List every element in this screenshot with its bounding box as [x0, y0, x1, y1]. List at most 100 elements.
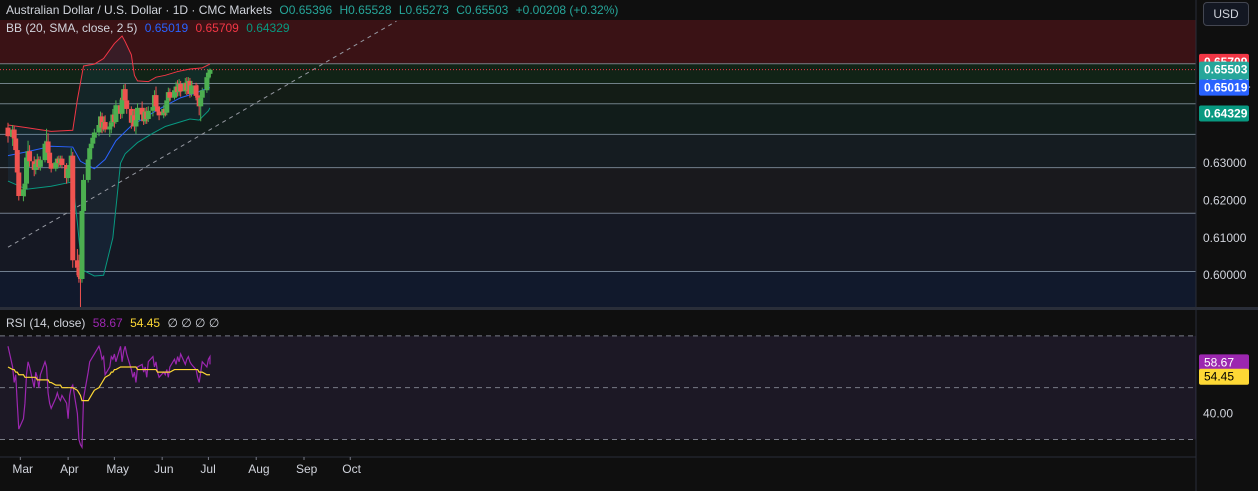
bb-label: BB (20, SMA, close, 2.5) — [6, 21, 138, 35]
bb-lower-value: 0.64329 — [246, 21, 290, 35]
price-zone — [0, 63, 1196, 84]
time-tick-label: May — [106, 462, 129, 476]
rsi-extras: ∅ ∅ ∅ ∅ — [167, 316, 220, 330]
candle-body — [207, 69, 213, 74]
candle-body — [96, 125, 102, 133]
candle-body — [195, 95, 201, 98]
bb-basis-line — [7, 87, 211, 170]
price-tick-label: 0.62000 — [1203, 193, 1247, 207]
rsi-ma-line — [7, 366, 210, 402]
candle-body — [65, 168, 71, 179]
rsi-value: 58.67 — [92, 316, 123, 330]
price-label-box — [1199, 79, 1249, 96]
bb-upper-line — [7, 35, 211, 132]
candle-body — [119, 99, 125, 114]
bb-band-fill — [8, 36, 210, 276]
rsi-value-label-box — [1199, 354, 1249, 371]
candle-body — [107, 126, 113, 130]
candle-body — [74, 260, 80, 268]
candle-body — [167, 92, 173, 98]
candle-body — [193, 85, 199, 96]
rsi-legend[interactable]: RSI (14, close) 58.67 54.45 ∅ ∅ ∅ ∅ — [6, 316, 223, 330]
candle-body — [70, 155, 76, 261]
candle-body — [11, 129, 17, 139]
price-label-text: 0.65019 — [1204, 81, 1248, 95]
candle-body — [178, 83, 184, 92]
candle-body — [91, 132, 97, 138]
price-label-text: 0.64329 — [1204, 106, 1248, 120]
candle-body — [42, 143, 48, 161]
candle-body — [81, 179, 87, 211]
rsi-tick-label: 40.00 — [1203, 407, 1233, 421]
symbol-title[interactable]: Australian Dollar / U.S. Dollar · 1D · C… — [6, 3, 273, 17]
rsi-label: RSI (14, close) — [6, 316, 86, 330]
time-tick-label: Mar — [12, 462, 33, 476]
candle-body — [113, 105, 119, 123]
candle-body — [53, 162, 59, 169]
price-zone — [0, 83, 1196, 104]
candle-body — [150, 107, 156, 111]
currency-button[interactable]: USD — [1203, 2, 1249, 26]
candle-body — [24, 157, 30, 184]
candle-body — [14, 150, 20, 173]
time-tick-label: Sep — [296, 462, 318, 476]
candle-body — [22, 183, 28, 190]
price-zone — [0, 20, 1196, 64]
price-label-text: 0.65503 — [1204, 63, 1248, 77]
price-tick-label: 0.60000 — [1203, 268, 1247, 282]
open-value: O0.65396 — [279, 3, 333, 17]
candle-body — [156, 111, 162, 116]
price-tick-label: 0.61000 — [1203, 231, 1247, 245]
candle-body — [37, 160, 43, 167]
price-zone — [0, 134, 1196, 168]
rsi-ma-value: 54.45 — [130, 316, 161, 330]
time-tick-label: Jun — [154, 462, 173, 476]
symbol-header: Australian Dollar / U.S. Dollar · 1D · C… — [6, 3, 622, 17]
rsi-line — [7, 344, 211, 450]
candle-body — [48, 163, 54, 169]
rsi-value-label-box — [1199, 368, 1249, 385]
candle-body — [47, 152, 53, 164]
candle-body — [199, 90, 205, 98]
candle-body — [76, 267, 82, 276]
candle-body — [133, 120, 139, 127]
candle-body — [45, 141, 51, 153]
candle-body — [88, 143, 94, 149]
candle-body — [85, 159, 91, 180]
time-tick-label: Aug — [248, 462, 269, 476]
candle-body — [122, 89, 128, 101]
candle-body — [135, 107, 141, 121]
candle-body — [27, 151, 33, 162]
price-tick-label: 0.63000 — [1203, 156, 1247, 170]
high-value: H0.65528 — [339, 3, 392, 17]
price-zone — [0, 271, 1196, 307]
change-value: +0.00208 (+0.32%) — [515, 3, 619, 17]
candle-body — [79, 210, 85, 279]
candle-body — [124, 100, 130, 109]
candle-body — [16, 172, 22, 197]
rsi-value-label-text: 58.67 — [1204, 355, 1234, 369]
candle-body — [188, 85, 194, 94]
candle-body — [164, 100, 170, 113]
candle-body — [13, 138, 19, 151]
time-tick-label: Oct — [342, 462, 361, 476]
rsi-value-label-text: 54.45 — [1204, 370, 1234, 384]
candle-body — [155, 106, 161, 112]
bb-legend[interactable]: BB (20, SMA, close, 2.5) 0.65019 0.65709… — [6, 21, 294, 35]
time-tick-label: Apr — [60, 462, 79, 476]
candle-body — [5, 127, 11, 137]
price-label-box — [1199, 105, 1249, 122]
candle-body — [204, 77, 210, 91]
candle-body — [153, 95, 159, 107]
candle-body — [139, 107, 145, 115]
time-tick-label: Jul — [200, 462, 215, 476]
candle-body — [20, 189, 26, 197]
bb-upper-value: 0.65709 — [195, 21, 239, 35]
price-zone — [0, 213, 1196, 272]
candle-body — [87, 148, 93, 160]
candle-body — [59, 158, 65, 165]
candle-body — [198, 97, 204, 107]
price-zone — [0, 167, 1196, 214]
candle-body — [33, 163, 39, 170]
